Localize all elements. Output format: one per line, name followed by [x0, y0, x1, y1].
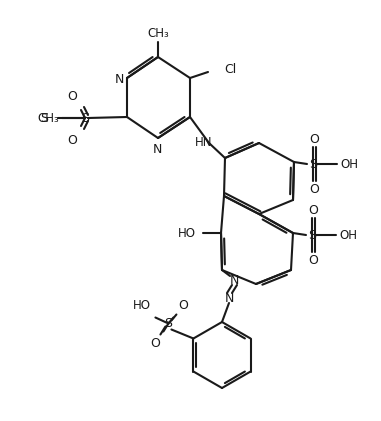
Text: O: O: [150, 337, 160, 350]
Text: O: O: [67, 133, 77, 147]
Text: O: O: [309, 182, 319, 195]
Text: Cl: Cl: [224, 62, 236, 75]
Text: O: O: [308, 203, 318, 216]
Text: CH₃: CH₃: [147, 27, 169, 40]
Text: S: S: [309, 157, 317, 171]
Text: CH₃: CH₃: [37, 112, 59, 125]
Text: N: N: [114, 72, 124, 85]
Text: HO: HO: [178, 226, 196, 240]
Text: N: N: [152, 142, 162, 155]
Text: OH: OH: [339, 229, 357, 242]
Text: O: O: [309, 133, 319, 146]
Text: HO: HO: [133, 299, 150, 312]
Text: N: N: [229, 274, 239, 287]
Text: S: S: [165, 317, 173, 330]
Text: HN: HN: [195, 136, 213, 149]
Text: OH: OH: [340, 157, 358, 171]
Text: O: O: [178, 299, 188, 312]
Text: S: S: [40, 112, 48, 125]
Text: O: O: [67, 90, 77, 102]
Text: N: N: [224, 291, 234, 304]
Text: O: O: [308, 253, 318, 266]
Text: S: S: [308, 229, 316, 242]
Text: S: S: [81, 112, 89, 125]
